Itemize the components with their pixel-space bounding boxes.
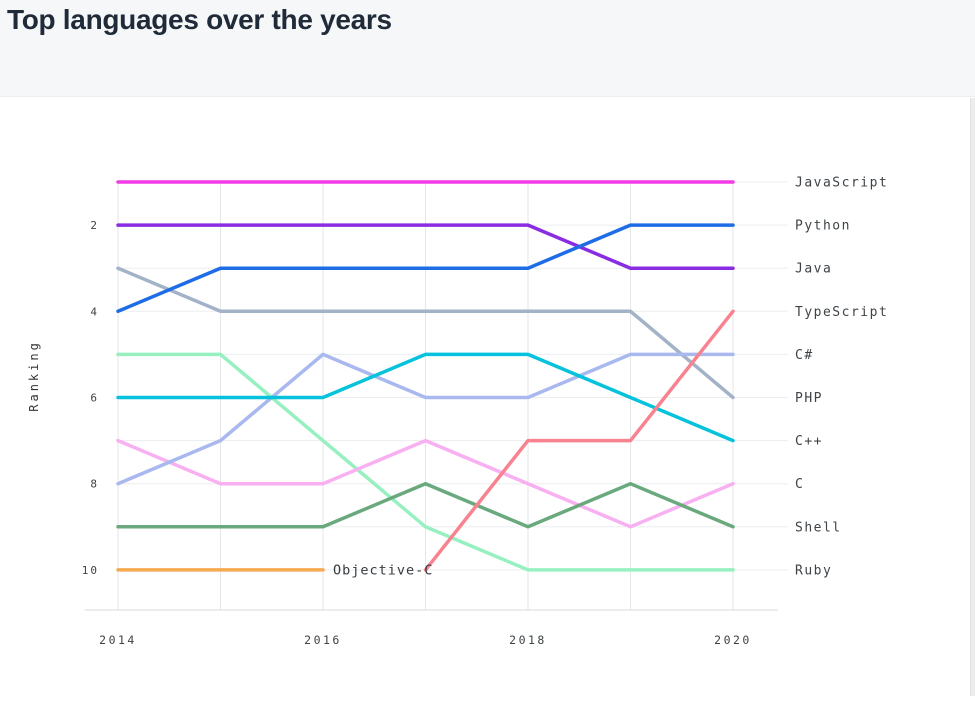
x-tick-2014: 2014 xyxy=(99,633,137,647)
x-tick-2016: 2016 xyxy=(304,633,342,647)
line-c xyxy=(116,438,735,529)
y-tick-10: 10 xyxy=(82,564,99,577)
legend-label-java: Java xyxy=(795,262,832,277)
line-c xyxy=(116,352,735,443)
scrollbar-gutter xyxy=(970,98,975,696)
line-typescript xyxy=(423,309,735,572)
line-java xyxy=(116,223,735,270)
y-tick-6: 6 xyxy=(90,392,99,405)
y-tick-4: 4 xyxy=(90,305,99,318)
legend-label-c: C# xyxy=(795,348,814,363)
legend-label-javascript: JavaScript xyxy=(795,176,888,191)
y-axis-label: Ranking xyxy=(27,340,41,412)
page-title: Top languages over the years xyxy=(7,4,392,35)
legend-label-ruby: Ruby xyxy=(795,563,832,578)
page-header: Top languages over the years xyxy=(0,0,975,97)
line-python xyxy=(116,223,735,314)
legend-label-c: C xyxy=(795,477,804,492)
line-ruby xyxy=(116,352,735,572)
chart-region: 2 4 6 8 10 2014 2016 2018 2020 Ranking JavaScript P… xyxy=(0,98,975,696)
y-tick-2: 2 xyxy=(90,219,99,232)
legend-label-python: Python xyxy=(795,219,851,234)
y-tick-8: 8 xyxy=(90,478,99,491)
line-c xyxy=(116,352,735,486)
legend-label-typescript: TypeScript xyxy=(795,305,888,320)
legend-label-shell: Shell xyxy=(795,520,842,535)
legend-label-php: PHP xyxy=(795,391,823,406)
line-shell xyxy=(116,481,735,529)
bump-chart: 2 4 6 8 10 2014 2016 2018 2020 Ranking JavaScript P… xyxy=(27,176,888,648)
legend-label-c: C++ xyxy=(795,434,823,449)
annotation-objective-c: Objective-C xyxy=(333,562,433,578)
line-php xyxy=(116,266,735,400)
x-tick-2020: 2020 xyxy=(714,633,752,647)
x-tick-2018: 2018 xyxy=(509,633,547,647)
